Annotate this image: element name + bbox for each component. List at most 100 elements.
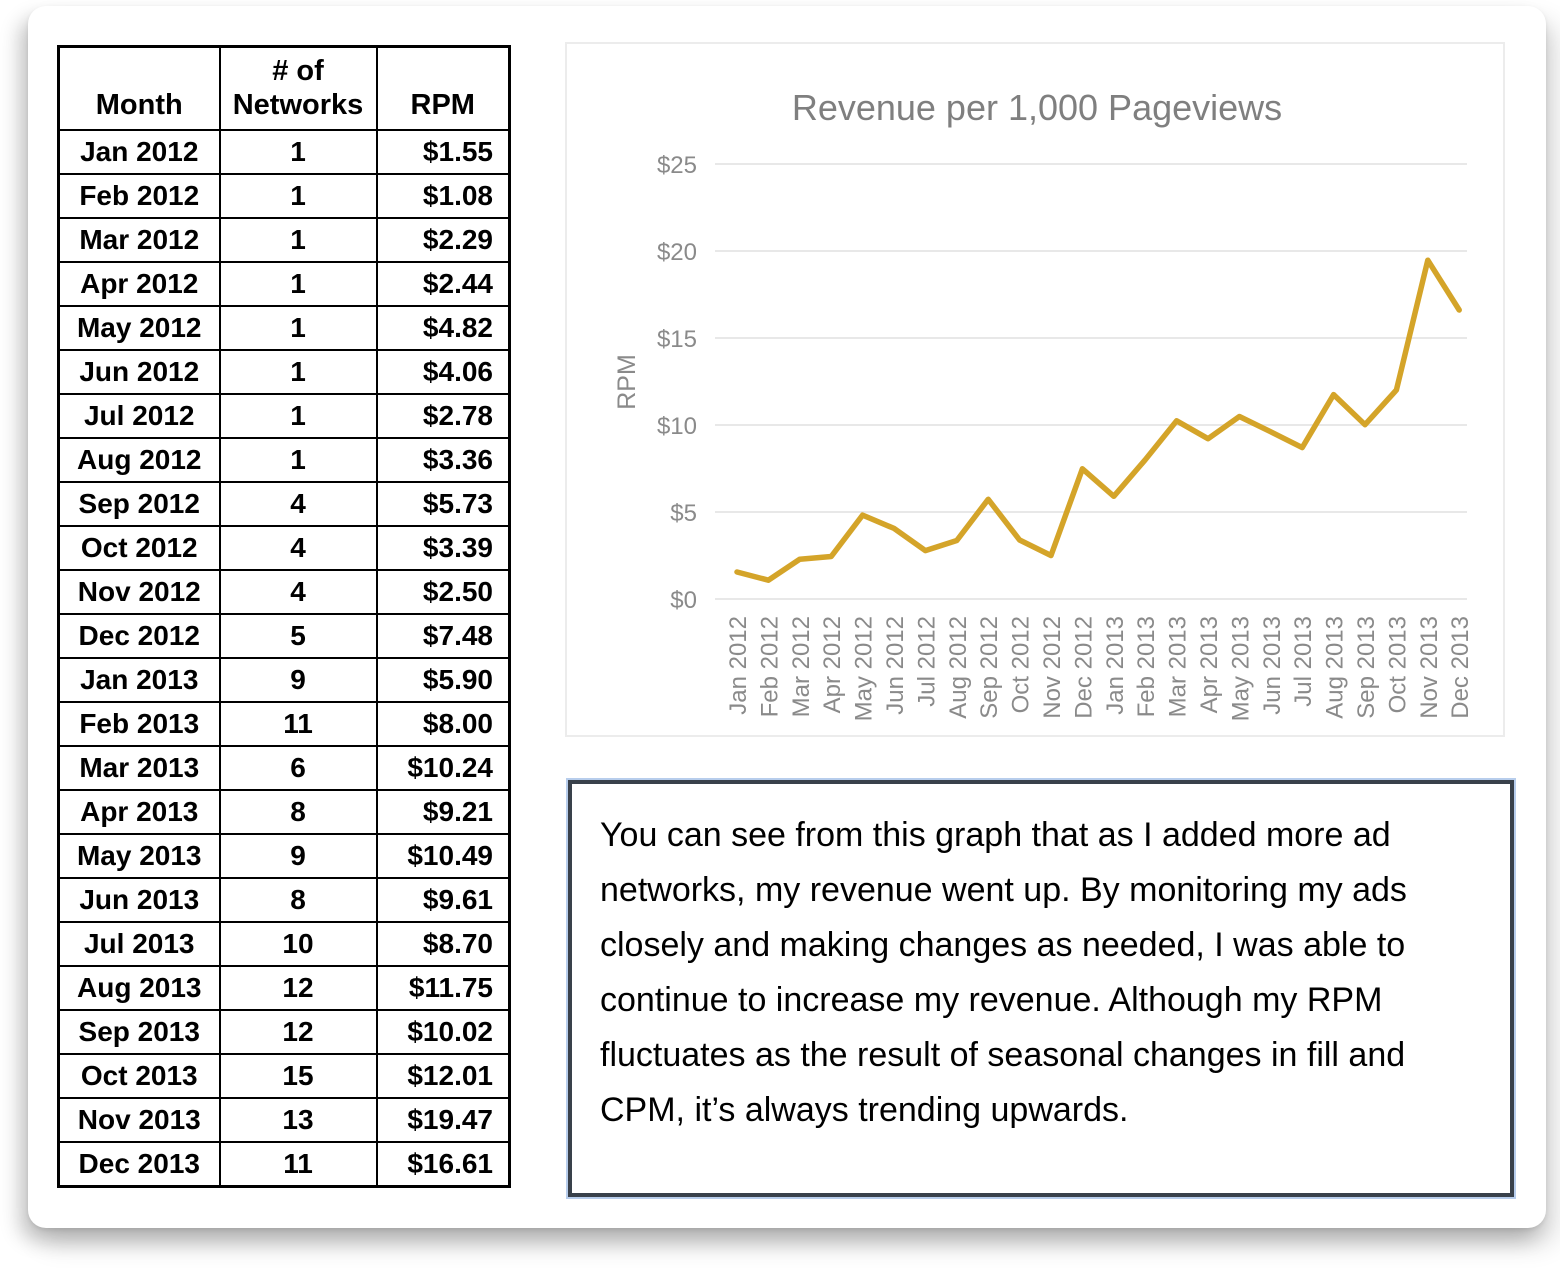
rpm-cell: $1.08 [375, 173, 511, 219]
month-cell: Jan 2012 [57, 129, 221, 175]
month-cell: Dec 2013 [57, 1141, 221, 1188]
rpm-cell: $2.44 [375, 261, 511, 307]
month-cell: Sep 2013 [57, 1009, 221, 1055]
x-tick-label: Nov 2012 [1039, 616, 1066, 719]
x-tick-label: Jun 2013 [1259, 616, 1286, 715]
month-cell: Mar 2012 [57, 217, 221, 263]
rpm-cell: $3.36 [375, 437, 511, 483]
x-tick-label: Jul 2012 [913, 616, 940, 707]
table-row: Aug 2012 1 $3.36 [57, 437, 511, 483]
networks-cell: 1 [218, 305, 378, 351]
table-row: Apr 2013 8 $9.21 [57, 789, 511, 835]
column-header: Month [57, 45, 221, 131]
rpm-cell: $7.48 [375, 613, 511, 659]
x-tick-label: Sep 2012 [976, 616, 1003, 719]
month-cell: Aug 2013 [57, 965, 221, 1011]
month-cell: Jun 2013 [57, 877, 221, 923]
x-tick-label: Feb 2012 [756, 616, 783, 717]
month-cell: Apr 2013 [57, 789, 221, 835]
table-row: Aug 2013 12 $11.75 [57, 965, 511, 1011]
networks-cell: 11 [218, 701, 378, 747]
rpm-cell: $10.02 [375, 1009, 511, 1055]
networks-cell: 4 [218, 481, 378, 527]
table-row: Dec 2013 11 $16.61 [57, 1141, 511, 1188]
month-cell: Apr 2012 [57, 261, 221, 307]
rpm-cell: $10.24 [375, 745, 511, 791]
x-tick-label: Jan 2013 [1102, 616, 1129, 715]
x-tick-label: Mar 2012 [788, 616, 815, 717]
table-row: Feb 2013 11 $8.00 [57, 701, 511, 747]
rpm-line [734, 257, 1462, 583]
rpm-cell: $10.49 [375, 833, 511, 879]
table-header-row: Month # of Networks RPM [57, 45, 511, 131]
networks-cell: 12 [218, 1009, 378, 1055]
x-tick-label: Apr 2012 [819, 616, 846, 713]
x-tick-label: Jul 2013 [1290, 616, 1317, 707]
month-cell: Nov 2012 [57, 569, 221, 615]
note-text: You can see from this graph that as I ad… [600, 816, 1407, 1129]
rpm-cell: $4.82 [375, 305, 511, 351]
rpm-cell: $1.55 [375, 129, 511, 175]
networks-cell: 8 [218, 877, 378, 923]
table-row: Nov 2013 13 $19.47 [57, 1097, 511, 1143]
y-tick-label: $5 [670, 500, 697, 527]
x-tick-label: Oct 2013 [1384, 616, 1411, 713]
rpm-cell: $2.29 [375, 217, 511, 263]
networks-cell: 13 [218, 1097, 378, 1143]
y-tick-label: $15 [657, 326, 697, 353]
networks-cell: 1 [218, 349, 378, 395]
x-tick-label: Apr 2013 [1196, 616, 1223, 713]
table-row: Jul 2013 10 $8.70 [57, 921, 511, 967]
x-tick-label: Oct 2012 [1008, 616, 1035, 713]
rpm-cell: $2.50 [375, 569, 511, 615]
y-tick-label: $20 [657, 239, 697, 266]
networks-cell: 1 [218, 261, 378, 307]
networks-cell: 10 [218, 921, 378, 967]
month-cell: Nov 2013 [57, 1097, 221, 1143]
x-tick-label: Sep 2013 [1353, 616, 1380, 719]
y-axis-title: RPM [613, 354, 641, 410]
table-row: Apr 2012 1 $2.44 [57, 261, 511, 307]
x-tick-label: Jun 2012 [882, 616, 909, 715]
rpm-cell: $3.39 [375, 525, 511, 571]
table-row: Jan 2013 9 $5.90 [57, 657, 511, 703]
rpm-cell: $11.75 [375, 965, 511, 1011]
networks-cell: 8 [218, 789, 378, 835]
networks-cell: 15 [218, 1053, 378, 1099]
networks-cell: 9 [218, 657, 378, 703]
table-row: Mar 2012 1 $2.29 [57, 217, 511, 263]
column-header: # of Networks [218, 45, 378, 131]
rpm-cell: $8.70 [375, 921, 511, 967]
month-cell: Feb 2013 [57, 701, 221, 747]
rpm-chart: $0 $5 $10 $15 $20 $25 Revenue per 1,000 Pagevi… [565, 42, 1505, 737]
networks-cell: 1 [218, 173, 378, 219]
month-cell: Mar 2013 [57, 745, 221, 791]
rpm-cell: $2.78 [375, 393, 511, 439]
x-tick-label: Feb 2013 [1133, 616, 1160, 717]
networks-cell: 6 [218, 745, 378, 791]
month-cell: May 2012 [57, 305, 221, 351]
month-cell: May 2013 [57, 833, 221, 879]
month-cell: Oct 2013 [57, 1053, 221, 1099]
x-tick-label: Dec 2013 [1447, 616, 1474, 719]
column-header: RPM [375, 45, 511, 131]
rpm-cell: $8.00 [375, 701, 511, 747]
table-row: Sep 2013 12 $10.02 [57, 1009, 511, 1055]
networks-cell: 9 [218, 833, 378, 879]
table-row: Mar 2013 6 $10.24 [57, 745, 511, 791]
rpm-cell: $19.47 [375, 1097, 511, 1143]
rpm-cell: $9.21 [375, 789, 511, 835]
networks-cell: 1 [218, 393, 378, 439]
x-tick-label: May 2013 [1227, 616, 1254, 721]
x-tick-label: Mar 2013 [1165, 616, 1192, 717]
rpm-cell: $9.61 [375, 877, 511, 923]
y-tick-label: $0 [670, 587, 697, 614]
x-tick-label: May 2012 [851, 616, 878, 721]
table-row: Nov 2012 4 $2.50 [57, 569, 511, 615]
table-row: Jun 2012 1 $4.06 [57, 349, 511, 395]
month-cell: Feb 2012 [57, 173, 221, 219]
rpm-cell: $12.01 [375, 1053, 511, 1099]
rpm-cell: $16.61 [375, 1141, 511, 1188]
table-row: Jul 2012 1 $2.78 [57, 393, 511, 439]
y-tick-label: $25 [657, 152, 697, 179]
